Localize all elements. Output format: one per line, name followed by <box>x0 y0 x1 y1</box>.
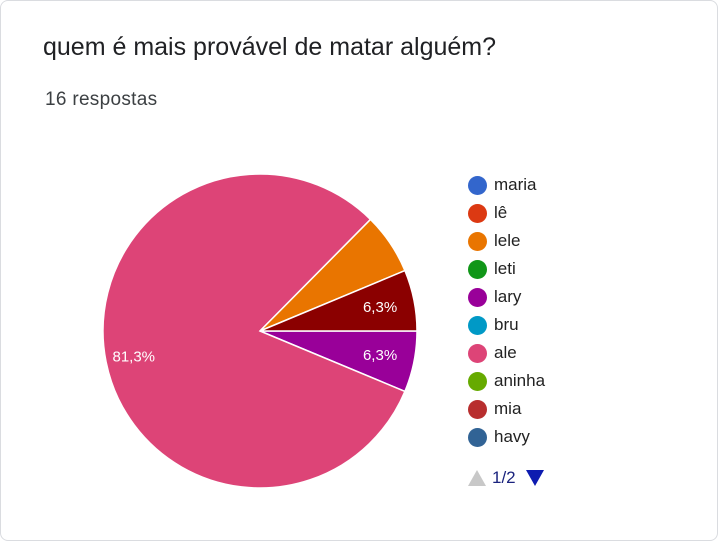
legend-item: maria <box>468 171 545 199</box>
pie-slice-ale[interactable] <box>102 173 406 489</box>
legend-dot <box>468 399 487 419</box>
question-title: quem é mais provável de matar alguém? <box>43 33 497 61</box>
legend-item: havy <box>468 423 545 451</box>
legend-pager: 1/2 <box>468 468 544 488</box>
response-count: 16 respostas <box>45 89 158 110</box>
legend-dot <box>468 259 487 279</box>
pie-slice-label: 6,3% <box>363 347 397 364</box>
legend-item: aninha <box>468 367 545 395</box>
legend-label: lary <box>494 287 522 306</box>
page-indicator: 1/2 <box>492 468 516 487</box>
legend-label: mia <box>494 399 522 418</box>
legend-dot <box>468 427 487 447</box>
legend-label: lele <box>494 231 521 250</box>
pie-slice-label: 6,3% <box>363 299 397 316</box>
pie-slice-label: 81,3% <box>112 348 155 365</box>
legend-label: leti <box>494 259 516 278</box>
legend-item: mia <box>468 395 545 423</box>
legend-item: bru <box>468 311 545 339</box>
legend-item: leti <box>468 255 545 283</box>
legend-label: bru <box>494 315 519 334</box>
legend-dot <box>468 371 487 391</box>
next-page-icon[interactable] <box>525 470 544 486</box>
legend-label: havy <box>494 427 530 446</box>
previous-page-icon <box>468 470 486 486</box>
legend-label: maria <box>494 175 537 194</box>
legend-dot <box>468 175 487 195</box>
legend-item: ale <box>468 339 545 367</box>
legend-item: lele <box>468 227 545 255</box>
legend-dot <box>468 315 487 335</box>
legend-label: lê <box>494 203 508 222</box>
legend: maria lê lele leti lary bru ale aninha m… <box>468 171 545 451</box>
legend-dot <box>468 343 487 363</box>
legend-label: aninha <box>494 371 546 390</box>
legend-dot <box>468 203 487 223</box>
legend-dot <box>468 287 487 307</box>
legend-label: ale <box>494 343 517 362</box>
legend-item: lê <box>468 199 545 227</box>
pie-slice-unlabeled[interactable] <box>259 269 418 332</box>
legend-dot <box>468 231 487 251</box>
legend-item: lary <box>468 283 545 311</box>
